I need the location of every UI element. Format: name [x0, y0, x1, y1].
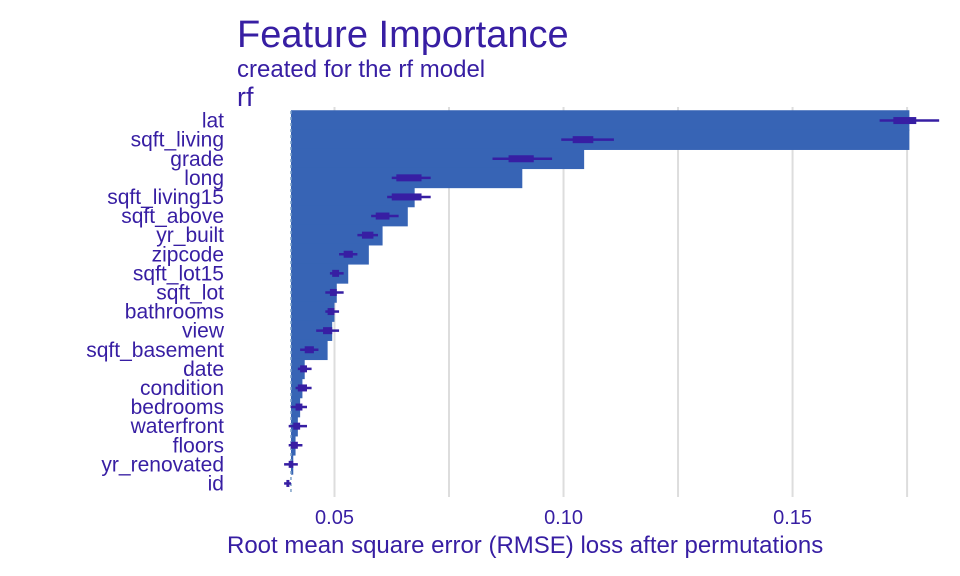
box-floors: [290, 441, 298, 449]
category-label: lat: [202, 110, 224, 133]
bar-sqft_lot: [290, 282, 337, 303]
category-label: grade: [170, 148, 224, 171]
category-label: bedrooms: [131, 396, 224, 419]
category-label: yr_renovated: [101, 453, 224, 476]
chart-subtitle: created for the rf model: [237, 56, 486, 83]
category-label: bathrooms: [125, 301, 224, 324]
interval-layer: [284, 117, 940, 487]
box-sqft_lot15: [332, 269, 340, 277]
box-lat: [893, 117, 917, 125]
box-id: [286, 479, 290, 487]
box-sqft_above: [375, 212, 390, 220]
category-label: sqft_living15: [107, 186, 224, 209]
box-long: [396, 174, 422, 182]
category-label: sqft_basement: [86, 339, 224, 362]
category-label: sqft_living: [131, 129, 224, 152]
box-view: [323, 327, 333, 335]
box-yr_built: [361, 231, 374, 239]
category-label: condition: [140, 377, 224, 400]
bar-layer: [290, 110, 910, 475]
box-grade: [508, 155, 534, 163]
category-label: view: [182, 320, 225, 343]
box-sqft_living15: [391, 193, 422, 201]
bar-sqft_lot15: [290, 263, 349, 284]
bar-lat: [290, 110, 910, 131]
box-waterfront: [293, 422, 301, 430]
bar-bathrooms: [290, 301, 335, 322]
box-bathrooms: [327, 308, 335, 316]
category-label: id: [208, 472, 224, 495]
bar-sqft_living15: [290, 186, 415, 208]
label-layer: latsqft_livinggradelongsqft_living15sqft…: [86, 110, 225, 496]
category-label: floors: [173, 434, 224, 457]
box-sqft_living: [572, 136, 594, 144]
category-label: waterfront: [130, 415, 225, 438]
category-label: yr_built: [156, 224, 224, 247]
category-label: long: [184, 167, 224, 190]
category-label: sqft_lot15: [133, 262, 224, 285]
box-zipcode: [343, 250, 353, 258]
bar-zipcode: [290, 243, 369, 265]
tick-layer: 0.05 0.10 0.15: [315, 507, 812, 529]
box-condition: [297, 384, 308, 392]
x-tick-label: 0.05: [315, 507, 354, 529]
category-label: zipcode: [152, 243, 224, 266]
box-sqft_lot: [329, 288, 337, 296]
category-label: sqft_lot: [156, 281, 224, 304]
category-label: date: [183, 358, 224, 381]
x-tick-label: 0.10: [544, 507, 583, 529]
category-label: sqft_above: [121, 205, 224, 228]
bar-view: [290, 320, 333, 341]
x-tick-label: 0.15: [773, 507, 812, 529]
box-yr_renovated: [288, 460, 294, 468]
box-date: [300, 365, 308, 373]
chart-title: Feature Importance: [237, 14, 569, 56]
bar-grade: [290, 148, 585, 170]
bar-yr_built: [290, 224, 383, 246]
x-axis-title: Root mean square error (RMSE) loss after…: [227, 532, 824, 559]
box-bedrooms: [295, 403, 303, 411]
box-sqft_basement: [304, 346, 314, 354]
facet-label: rf: [237, 82, 254, 112]
bar-sqft_above: [290, 205, 408, 227]
